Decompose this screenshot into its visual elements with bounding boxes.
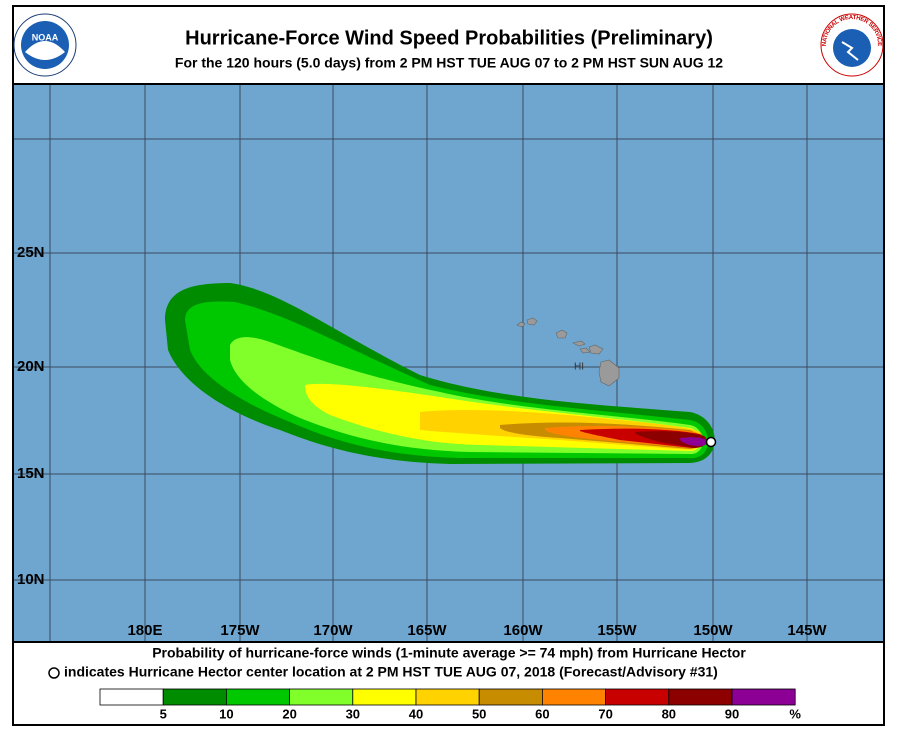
legend-label: 70 xyxy=(598,706,612,721)
legend-unit: % xyxy=(789,706,801,721)
lon-label: 165W xyxy=(407,622,447,639)
legend-swatch xyxy=(99,688,164,706)
legend-swatch xyxy=(415,688,480,706)
legend: 5 10 20 30 40 50 60 70 80 90% xyxy=(99,688,801,721)
lon-label: 180E xyxy=(127,622,162,639)
legend-swatch xyxy=(605,688,670,706)
title: Hurricane-Force Wind Speed Probabilities… xyxy=(185,27,713,49)
lat-label: 20N xyxy=(17,358,45,375)
legend-swatch xyxy=(478,688,543,706)
legend-label: 90 xyxy=(725,706,739,721)
lon-label: 160W xyxy=(503,622,543,639)
legend-label: 20 xyxy=(282,706,296,721)
legend-label: 40 xyxy=(409,706,423,721)
lon-label: 150W xyxy=(693,622,733,639)
lon-label: 145W xyxy=(787,622,827,639)
legend-label: 60 xyxy=(535,706,549,721)
legend-label: 50 xyxy=(472,706,486,721)
frame xyxy=(12,5,885,726)
lat-label: 25N xyxy=(17,244,45,261)
noaa-logo: NOAA xyxy=(13,13,77,77)
legend-swatch xyxy=(225,688,290,706)
legend-swatch xyxy=(542,688,607,706)
lon-label: 155W xyxy=(597,622,637,639)
legend-label: 80 xyxy=(662,706,676,721)
graticule xyxy=(13,84,884,642)
logo-text: NOAA xyxy=(32,32,59,42)
legend-swatch xyxy=(668,688,733,706)
hawaiian-islands xyxy=(516,317,620,387)
legend-label: 10 xyxy=(219,706,233,721)
caption: indicates Hurricane Hector center locati… xyxy=(64,664,718,680)
nws-logo: NATIONAL WEATHER SERVICE xyxy=(820,13,884,77)
legend-label: 5 xyxy=(160,706,167,721)
legend-label: 30 xyxy=(346,706,360,721)
legend-swatch xyxy=(352,688,417,706)
lon-label: 175W xyxy=(220,622,260,639)
legend-swatch xyxy=(162,688,227,706)
place-label: HI xyxy=(574,362,584,373)
subtitle: For the 120 hours (5.0 days) from 2 PM H… xyxy=(175,55,723,71)
ocean xyxy=(13,84,884,642)
probability-contours xyxy=(165,283,715,464)
lat-label: 10N xyxy=(17,571,45,588)
legend-swatch xyxy=(731,688,796,706)
legend-swatch xyxy=(289,688,354,706)
storm-center xyxy=(705,436,717,448)
lon-label: 170W xyxy=(313,622,353,639)
center-symbol xyxy=(48,667,60,679)
lat-label: 15N xyxy=(17,465,45,482)
caption: Probability of hurricane-force winds (1-… xyxy=(152,645,746,661)
